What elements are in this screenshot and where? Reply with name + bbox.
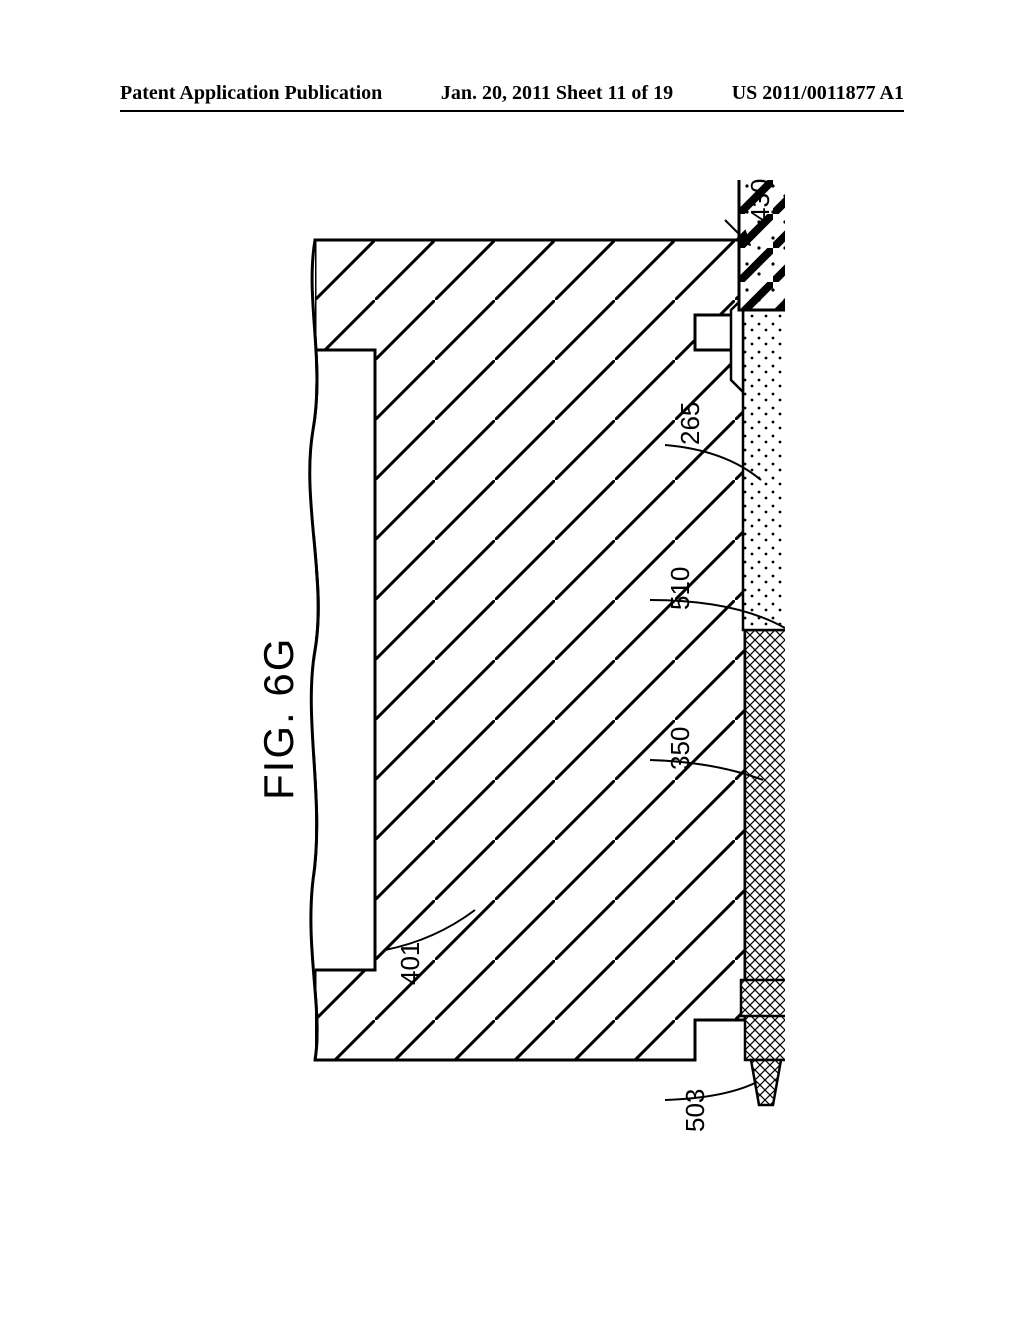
- leader-503: [665, 1082, 757, 1100]
- header-middle: Jan. 20, 2011 Sheet 11 of 19: [441, 82, 673, 105]
- figure-label: FIG. 6G: [255, 637, 303, 800]
- body-401: [315, 240, 745, 1060]
- tube-265: [743, 295, 785, 630]
- clamp-piece: [741, 980, 785, 1016]
- header-left: Patent Application Publication: [120, 82, 382, 105]
- figure-6g: 430 265 510 350 503 401 FIG. 6G: [195, 180, 785, 1160]
- ref-510: 510: [665, 567, 696, 610]
- ref-401: 401: [395, 942, 426, 985]
- collar: [731, 298, 743, 392]
- ref-503: 503: [680, 1089, 711, 1132]
- ref-265: 265: [675, 402, 706, 445]
- header-right: US 2011/0011877 A1: [732, 82, 904, 105]
- ref-430: 430: [745, 179, 776, 222]
- ref-350: 350: [665, 727, 696, 770]
- header-rule: [120, 110, 904, 112]
